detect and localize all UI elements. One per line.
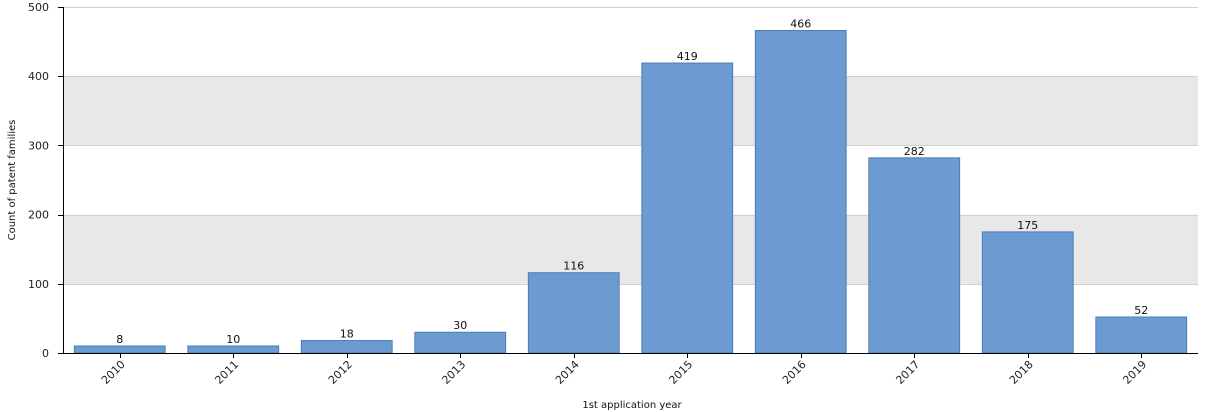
data-label: 282 [904,145,925,158]
x-tick-label: 2019 [1120,358,1149,387]
data-label: 419 [677,50,698,63]
y-axis-title: Count of patent families [7,120,18,241]
bar [641,62,734,354]
bar [300,340,393,354]
y-tick-label: 400 [28,70,49,83]
data-label: 175 [1017,219,1038,232]
x-tick-label: 2015 [666,358,695,387]
data-label: 10 [226,333,240,346]
x-tick-label: 2018 [1007,358,1036,387]
x-axis-ticks: 2010 2011 2012 2013 2014 2015 2016 2017 2018 2019 [99,353,1149,387]
bar [1095,316,1188,354]
grid-lines [63,7,1198,285]
data-label: 30 [453,319,467,332]
x-tick-label: 2016 [780,358,809,387]
bar [754,30,847,354]
data-label: 116 [563,260,584,273]
bar [868,157,961,354]
bar [187,345,280,354]
data-labels: 8 10 18 30 116 419 466 282 175 52 [116,18,1148,346]
x-tick-label: 2010 [99,358,128,387]
x-tick-label: 2014 [553,358,582,387]
y-tick-label: 300 [28,139,49,152]
bar [73,345,166,354]
data-label: 52 [1134,304,1148,317]
bar [414,331,507,354]
y-tick-label: 100 [28,278,49,291]
bar [981,231,1074,354]
x-tick-label: 2011 [212,358,241,387]
axes [63,7,1198,354]
bar-series [73,30,1188,354]
data-label: 18 [340,328,354,341]
x-tick-label: 2013 [439,358,468,387]
grid-band [63,76,1198,146]
x-axis-title: 1st application year [582,400,682,411]
bar [527,272,620,354]
x-tick-label: 2012 [326,358,355,387]
x-tick-label: 2017 [893,358,922,387]
y-tick-label: 200 [28,209,49,222]
y-axis-ticks: 0 100 200 300 400 500 [28,1,63,360]
data-label: 466 [790,18,811,31]
data-label: 8 [116,333,123,346]
y-tick-label: 500 [28,1,49,14]
y-tick-label: 0 [42,347,49,360]
